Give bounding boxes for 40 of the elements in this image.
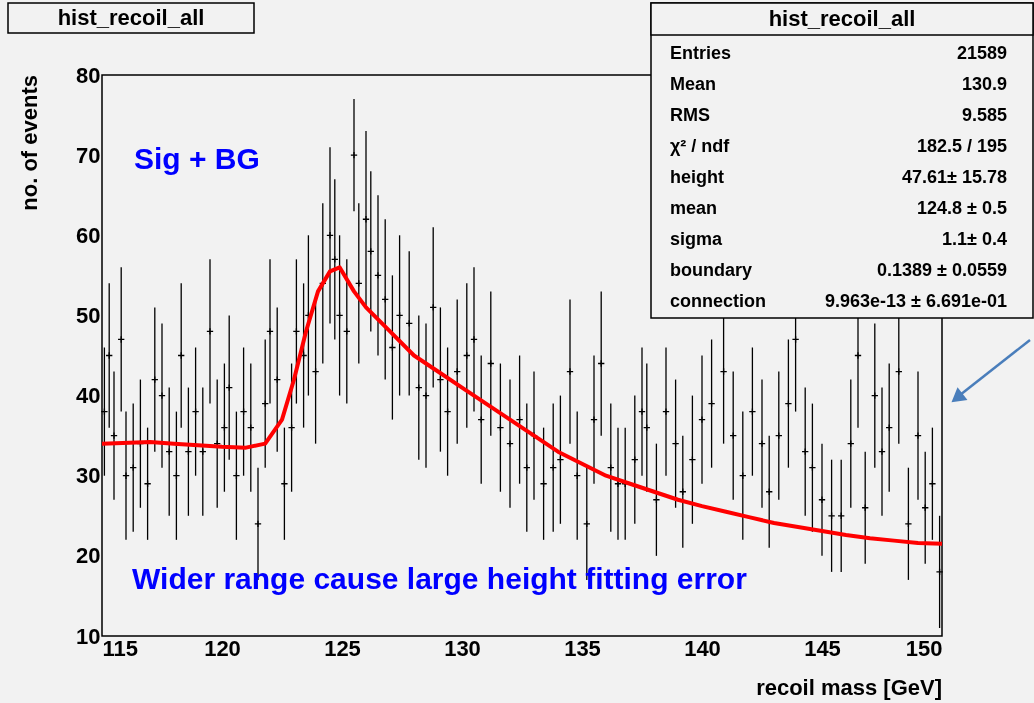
text: 21589 [956,43,1007,63]
annotation: Wider range cause large height fitting error [132,562,748,595]
y-tick-label: 20 [76,543,101,569]
annotation: mean [670,198,718,218]
annotation: sigma [670,229,724,249]
y-axis-title: no. of events [17,75,42,211]
x-tick-label: 145 [804,635,841,661]
y-tick-label: 10 [76,623,101,649]
x-tick-label: 135 [564,635,601,661]
annotation: 182.5 / 195 [916,136,1007,156]
y-tick-label: 80 [76,62,101,88]
x-tick-label: 125 [324,635,361,661]
annotation: 124.8 ± 0.5 [917,198,1007,218]
x-axis-title: recoil mass [GeV] [756,675,942,700]
x-tick-label: 120 [204,635,241,661]
annotation: RMS [670,105,710,125]
text: 1.1± 0.4 [942,229,1007,249]
y-tick-label: 60 [76,222,101,248]
y-tick-label: 40 [76,383,101,409]
x-tick-label: 150 [905,635,943,661]
annotation: height [670,167,724,187]
text: 9.585 [961,105,1007,125]
x-tick-label: 140 [684,635,721,661]
x-tick-label: 115 [102,635,138,661]
chart-title: hist_recoil_all [57,5,205,30]
text: hist_recoil_all [768,6,916,31]
y-tick-label: 30 [76,463,101,489]
annotation: boundary [670,260,753,280]
annotation: 47.61± 15.78 [902,167,1007,187]
text: Entries [670,43,732,63]
y-tick-label: 50 [76,302,101,328]
annotation: Sig + BG [134,142,260,175]
annotation: 9.963e-13 ± 6.691e-01 [824,291,1007,311]
annotation: Mean [670,74,717,94]
annotation: χ² / ndf [670,136,731,156]
annotation: connection [670,291,767,311]
y-tick-label: 70 [76,142,101,168]
x-tick-label: 130 [444,635,481,661]
annotation: 0.1389 ± 0.0559 [877,260,1007,280]
text: 130.9 [961,74,1007,94]
